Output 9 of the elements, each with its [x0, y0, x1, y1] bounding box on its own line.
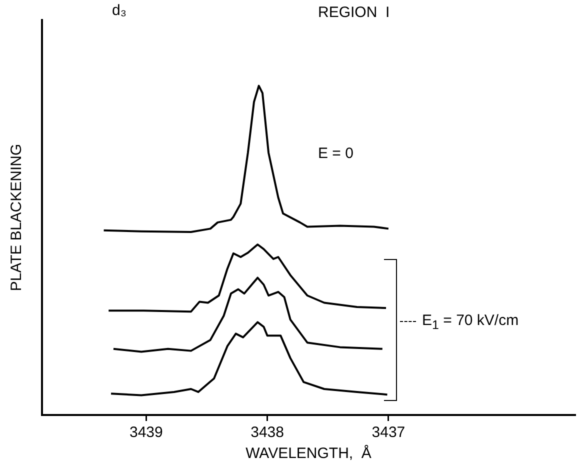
x-tick-label: 3437	[372, 424, 406, 442]
x-tick-label: 3438	[250, 424, 284, 442]
chart-subtitle: REGION I	[318, 4, 390, 21]
chart-title: d₃	[112, 2, 126, 19]
annotation: E$_{1}$ = 70 kV/cm	[422, 312, 519, 332]
annotation: E = 0	[318, 145, 354, 162]
x-axis-title: WAVELENGTH, Å	[246, 444, 372, 462]
y-axis-title: PLATE BLACKENING	[8, 144, 26, 292]
x-tick-label: 3439	[129, 424, 163, 442]
